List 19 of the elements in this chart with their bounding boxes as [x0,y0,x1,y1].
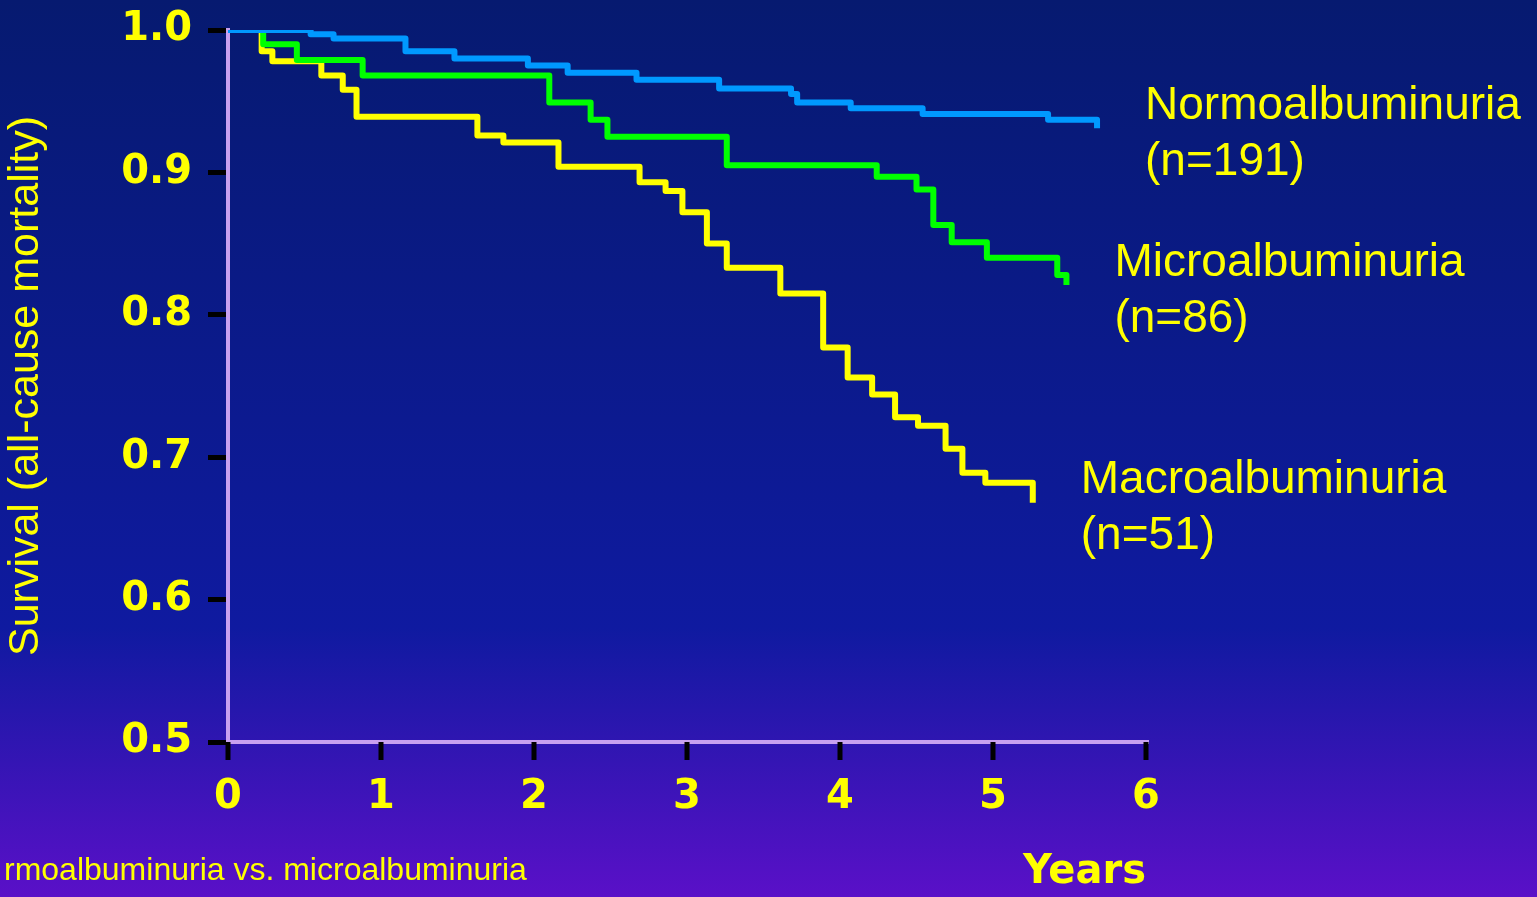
x-tick-label: 5 [979,771,1007,818]
x-tick-label: 3 [673,771,701,818]
y-tick-label: 1.0 [121,3,192,50]
y-tick-label: 0.5 [121,715,192,762]
x-tick-label: 1 [367,771,395,818]
series-label: Normoalbuminuria (n=191) [1145,76,1522,185]
y-tick-label: 0.6 [121,572,192,619]
text: rmoalbuminuria vs. microalbuminuria [4,851,528,887]
y-tick-label: 0.7 [121,430,192,477]
x-tick-label: 4 [826,771,854,818]
y-tick-label: 0.9 [121,145,192,192]
y-axis-title: Survival (all-cause mortality) [0,115,47,657]
series-label: Macroalbuminuria (n=51) [1080,451,1447,560]
x-tick-label: 2 [520,771,548,818]
x-tick-label: 6 [1132,771,1160,818]
x-axis-title: Years [1022,846,1146,893]
y-tick-label: 0.8 [121,288,192,335]
series-label: Microalbuminuria (n=86) [1114,233,1466,342]
x-tick-label: 0 [214,771,242,818]
